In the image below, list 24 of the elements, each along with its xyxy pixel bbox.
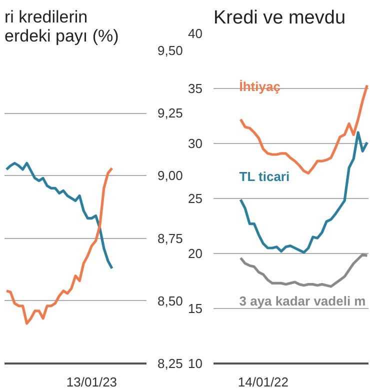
y-tick-label: 8,25 — [158, 356, 183, 371]
y-tick-label: 9,00 — [158, 168, 183, 184]
chart-title: ri kredilerin erdeki payı (%) — [4, 8, 119, 46]
y-tick-label: 9,25 — [158, 106, 183, 121]
chart-title: Kredi ve mevdu — [214, 8, 346, 28]
y-tick-label: 10 — [188, 356, 203, 371]
y-tick-label: 40 — [188, 26, 203, 41]
line-series — [5, 166, 114, 325]
series-label: TL ticari — [239, 169, 290, 184]
y-tick-label: 9,50 — [158, 43, 183, 58]
series-label: İhtiyaç — [239, 79, 280, 94]
y-tick-label: 15 — [188, 301, 203, 316]
y-tick-label: 30 — [188, 136, 203, 151]
y-tick-label: 25 — [188, 191, 203, 206]
line-series — [239, 253, 368, 288]
y-tick-label: 8,50 — [158, 293, 183, 308]
y-tick-label: 20 — [188, 246, 203, 261]
line-series — [5, 162, 114, 270]
x-tick-label: 14/01/22 — [238, 374, 289, 390]
series-label: 3 aya kadar vadeli m — [239, 294, 366, 308]
y-tick-label: 8,75 — [158, 230, 183, 246]
line-series — [239, 131, 368, 254]
x-tick-label: 13/01/23 — [66, 374, 118, 390]
y-tick-label: 35 — [188, 81, 203, 96]
